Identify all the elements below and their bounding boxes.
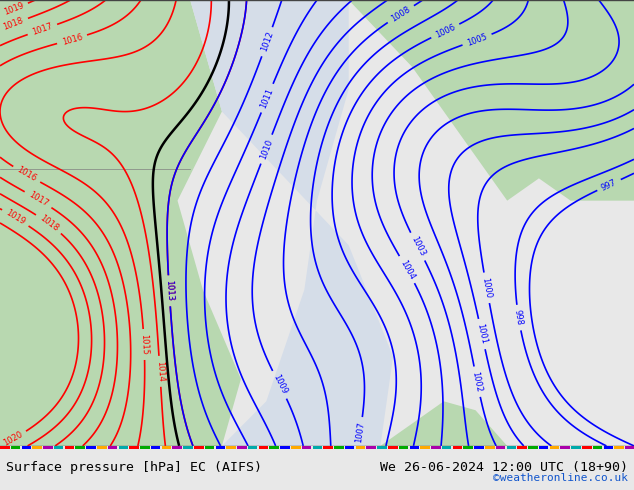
Text: 1017: 1017 — [31, 22, 54, 37]
Text: 1019: 1019 — [2, 1, 25, 17]
Text: 1020: 1020 — [1, 430, 24, 448]
Bar — [517, 446, 527, 449]
Text: 1014: 1014 — [155, 361, 165, 382]
Bar — [108, 446, 117, 449]
Text: 1012: 1012 — [259, 30, 275, 53]
Bar — [496, 446, 505, 449]
Text: 1019: 1019 — [4, 208, 27, 227]
Bar — [172, 446, 182, 449]
Bar — [119, 446, 128, 449]
Bar — [291, 446, 301, 449]
Bar — [388, 446, 398, 449]
Bar — [420, 446, 430, 449]
Text: 1018: 1018 — [37, 214, 60, 234]
Text: We 26-06-2024 12:00 UTC (18+90): We 26-06-2024 12:00 UTC (18+90) — [380, 462, 628, 474]
Bar — [560, 446, 570, 449]
Text: 1004: 1004 — [398, 258, 416, 281]
Bar — [528, 446, 538, 449]
Text: 1002: 1002 — [470, 370, 484, 393]
Bar — [65, 446, 74, 449]
Bar — [625, 446, 634, 449]
Text: 1018: 1018 — [2, 16, 25, 32]
Text: 1001: 1001 — [476, 323, 488, 345]
Polygon shape — [349, 0, 634, 201]
Bar — [22, 446, 31, 449]
Bar — [604, 446, 613, 449]
Text: 1013: 1013 — [164, 280, 174, 302]
Text: 1007: 1007 — [354, 421, 366, 443]
Bar — [248, 446, 257, 449]
Bar — [463, 446, 473, 449]
Bar — [485, 446, 495, 449]
Bar — [550, 446, 559, 449]
Bar — [237, 446, 247, 449]
Polygon shape — [0, 0, 241, 446]
Bar — [474, 446, 484, 449]
Bar — [410, 446, 419, 449]
Text: 1015: 1015 — [139, 334, 149, 355]
Text: 1009: 1009 — [271, 373, 288, 396]
Text: 1006: 1006 — [434, 22, 456, 40]
Bar — [269, 446, 279, 449]
Bar — [162, 446, 171, 449]
Text: 1011: 1011 — [259, 87, 275, 110]
Bar — [442, 446, 451, 449]
Bar — [593, 446, 602, 449]
Text: 1013: 1013 — [164, 280, 174, 302]
Bar — [205, 446, 214, 449]
Bar — [75, 446, 85, 449]
Bar — [345, 446, 354, 449]
Bar — [539, 446, 548, 449]
Bar — [313, 446, 322, 449]
Text: 1016: 1016 — [15, 165, 38, 184]
Bar — [431, 446, 441, 449]
Bar — [216, 446, 225, 449]
Polygon shape — [380, 401, 507, 446]
Bar — [129, 446, 139, 449]
Bar — [571, 446, 581, 449]
Bar — [86, 446, 96, 449]
Bar — [399, 446, 408, 449]
Bar — [11, 446, 20, 449]
Bar — [43, 446, 53, 449]
Text: 1008: 1008 — [389, 4, 412, 24]
Bar — [151, 446, 160, 449]
Bar — [54, 446, 63, 449]
Bar — [0, 446, 10, 449]
Bar — [194, 446, 204, 449]
Bar — [140, 446, 150, 449]
Bar — [259, 446, 268, 449]
Bar — [582, 446, 592, 449]
Bar — [453, 446, 462, 449]
Bar — [97, 446, 107, 449]
Text: 1003: 1003 — [409, 235, 427, 258]
Bar — [614, 446, 624, 449]
Text: 1005: 1005 — [466, 32, 489, 48]
Bar — [334, 446, 344, 449]
Bar — [280, 446, 290, 449]
Text: 1017: 1017 — [27, 190, 49, 209]
Bar — [183, 446, 193, 449]
Bar — [377, 446, 387, 449]
Text: 998: 998 — [513, 309, 524, 326]
Bar — [302, 446, 311, 449]
Bar — [507, 446, 516, 449]
Bar — [366, 446, 376, 449]
Text: Surface pressure [hPa] EC (AIFS): Surface pressure [hPa] EC (AIFS) — [6, 462, 262, 474]
Bar — [323, 446, 333, 449]
Bar — [226, 446, 236, 449]
Text: ©weatheronline.co.uk: ©weatheronline.co.uk — [493, 473, 628, 483]
Text: 1010: 1010 — [259, 138, 275, 161]
Bar — [32, 446, 42, 449]
Bar — [356, 446, 365, 449]
Text: 997: 997 — [600, 177, 618, 193]
Text: 1000: 1000 — [481, 277, 493, 299]
Polygon shape — [190, 0, 393, 446]
Text: 1016: 1016 — [61, 32, 84, 47]
